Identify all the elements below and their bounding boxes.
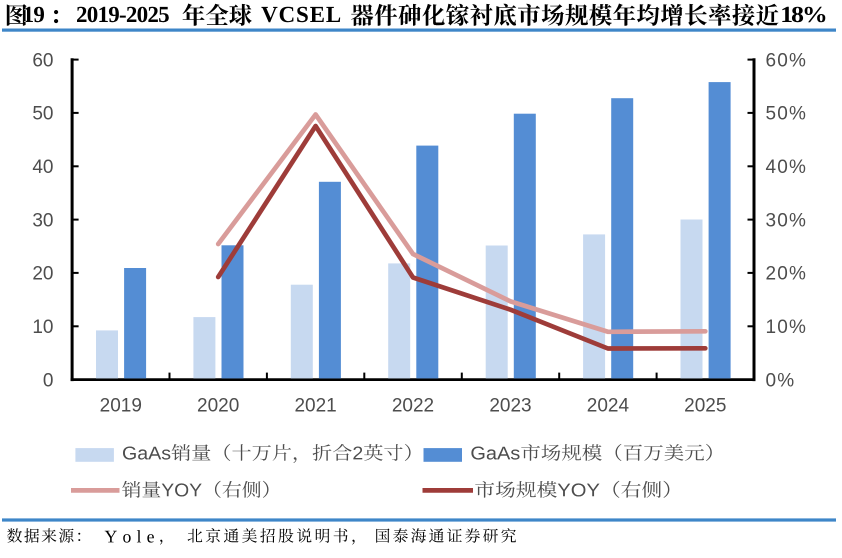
svg-text:2022: 2022: [392, 396, 434, 417]
svg-text:2025: 2025: [684, 396, 726, 417]
svg-text:30%: 30%: [766, 210, 808, 231]
svg-text:2023: 2023: [489, 396, 531, 417]
svg-text:2020: 2020: [197, 396, 239, 417]
svg-text:10: 10: [32, 317, 53, 338]
svg-text:2019: 2019: [100, 396, 142, 417]
svg-text:50%: 50%: [766, 104, 808, 125]
svg-text:60%: 60%: [766, 50, 808, 71]
svg-text:0: 0: [43, 370, 54, 391]
svg-text:60: 60: [32, 50, 53, 71]
svg-text:40%: 40%: [766, 157, 808, 178]
svg-text:50: 50: [32, 104, 53, 125]
svg-text:30: 30: [32, 210, 53, 231]
svg-text:0%: 0%: [766, 370, 796, 391]
svg-text:2021: 2021: [294, 396, 336, 417]
svg-text:20%: 20%: [766, 264, 808, 285]
svg-text:40: 40: [32, 157, 53, 178]
svg-text:2024: 2024: [587, 396, 630, 417]
svg-text:20: 20: [32, 264, 53, 285]
svg-text:10%: 10%: [766, 317, 808, 338]
